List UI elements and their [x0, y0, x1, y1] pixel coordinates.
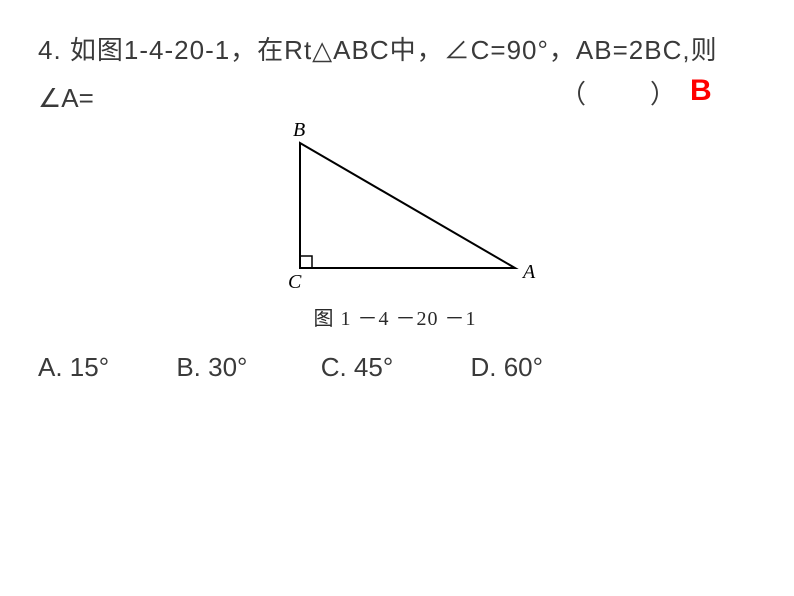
option-c: C. 45° [321, 352, 394, 383]
option-b: B. 30° [176, 352, 247, 383]
figure: B C A 图 1 －4 －20 －1 [230, 118, 560, 331]
triangle-diagram: B C A [245, 118, 545, 298]
svg-text:C: C [288, 271, 302, 293]
page: 4. 如图1-4-20-1，在Rt△ABC中，∠C=90°，AB=2BC,则 ∠… [0, 0, 794, 596]
figure-caption: 图 1 －4 －20 －1 [230, 302, 560, 331]
option-a: A. 15° [38, 352, 109, 383]
option-d: D. 60° [470, 352, 543, 383]
answer-blank-parentheses: （ ） [560, 74, 680, 111]
question-line1: 4. 如图1-4-20-1，在Rt△ABC中，∠C=90°，AB=2BC,则 [38, 26, 758, 74]
options-row: A. 15° B. 30° C. 45° D. 60° [38, 352, 758, 383]
svg-text:B: B [293, 119, 305, 141]
svg-text:A: A [521, 261, 536, 283]
correct-answer-mark: B [690, 74, 712, 108]
